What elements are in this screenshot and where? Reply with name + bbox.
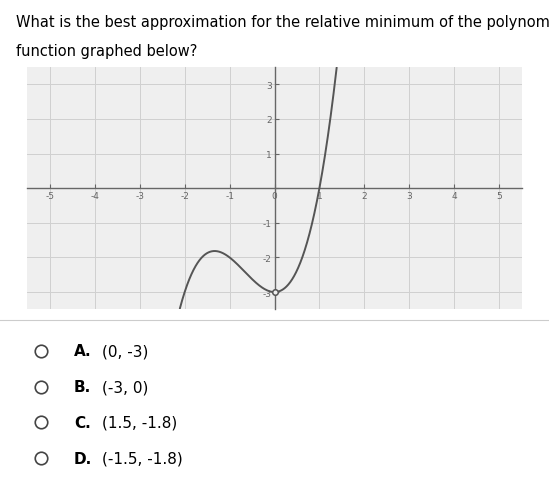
Text: What is the best approximation for the relative minimum of the polynomial: What is the best approximation for the r… [16,15,549,30]
Text: (1.5, -1.8): (1.5, -1.8) [102,415,177,430]
Text: D.: D. [74,451,92,466]
Text: A.: A. [74,344,92,359]
Text: (0, -3): (0, -3) [102,344,148,359]
Text: (-3, 0): (-3, 0) [102,379,148,394]
Text: (-1.5, -1.8): (-1.5, -1.8) [102,451,182,466]
Text: C.: C. [74,415,91,430]
Text: B.: B. [74,379,91,394]
Text: function graphed below?: function graphed below? [16,44,198,59]
